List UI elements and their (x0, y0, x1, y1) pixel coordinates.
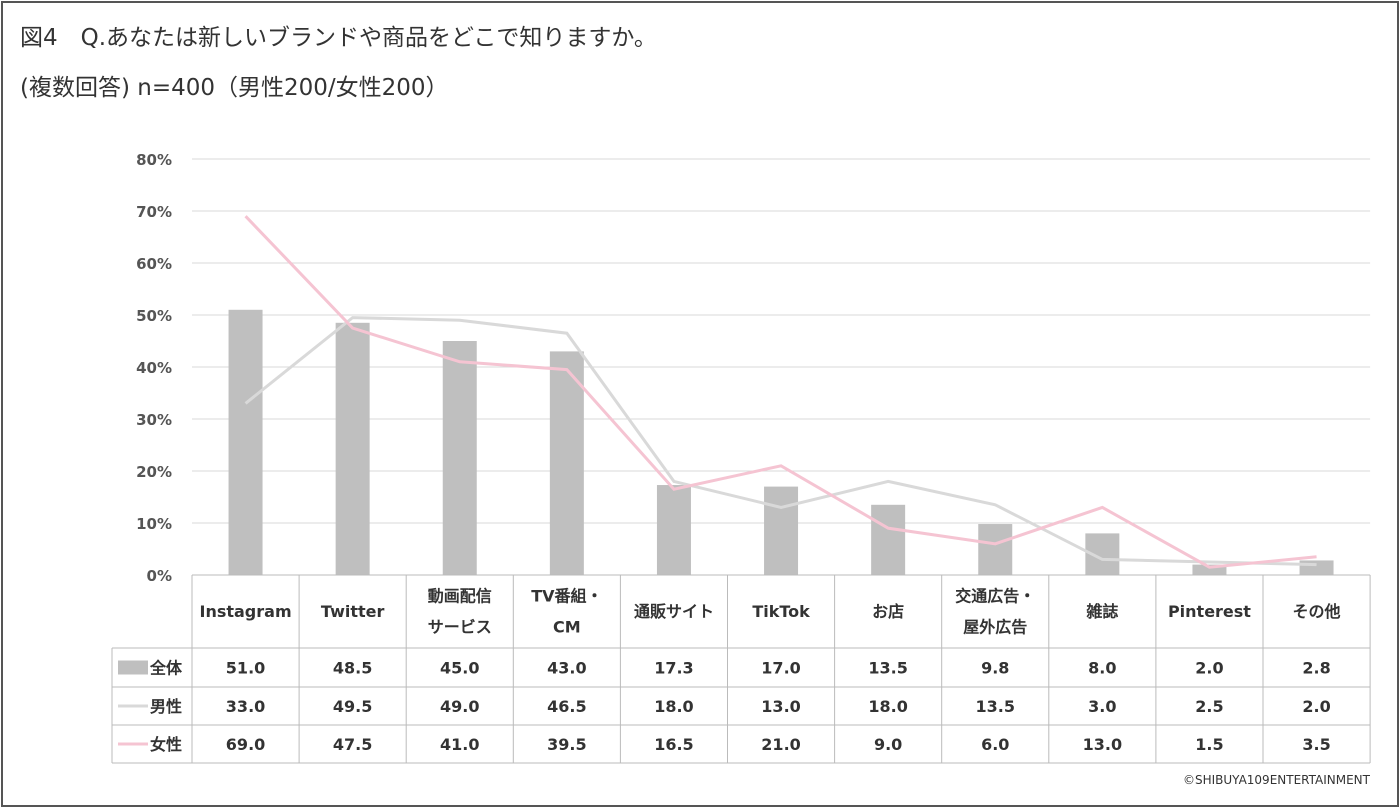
legend-label: 全体 (149, 659, 183, 678)
legend-key-bar (118, 660, 148, 675)
table-cell: 2.8 (1302, 659, 1330, 678)
table-cell: 13.5 (868, 659, 907, 678)
y-tick-label: 10% (136, 515, 172, 533)
y-tick-label: 0% (147, 567, 172, 585)
category-label: 交通広告・ (955, 587, 1035, 606)
bar (978, 524, 1013, 575)
bar (656, 485, 691, 575)
y-tick-label: 80% (136, 151, 172, 169)
category-label: 屋外広告 (963, 618, 1027, 637)
table-cell: 2.5 (1195, 697, 1223, 716)
y-tick-label: 20% (136, 463, 172, 481)
y-tick-label: 70% (136, 203, 172, 221)
table-cell: 3.0 (1088, 697, 1116, 716)
table-cell: 13.5 (976, 697, 1015, 716)
table-cell: 45.0 (440, 659, 479, 678)
chart-subtitle: (複数回答) n=400（男性200/女性200） (20, 75, 449, 101)
y-tick-label: 50% (136, 307, 172, 325)
y-tick-label: 40% (136, 359, 172, 377)
table-cell: 3.5 (1302, 735, 1330, 754)
bar (1192, 564, 1227, 575)
legend-label: 男性 (150, 697, 182, 716)
table-cell: 43.0 (547, 659, 586, 678)
category-label: お店 (872, 602, 904, 621)
legend-label: 女性 (150, 735, 182, 754)
table-cell: 46.5 (547, 697, 586, 716)
category-label: その他 (1293, 602, 1341, 621)
table-cell: 9.8 (981, 659, 1009, 678)
chart-title: 図4 Q.あなたは新しいブランドや商品をどこで知りますか。 (20, 25, 657, 51)
table-cell: 47.5 (333, 735, 372, 754)
table-cell: 51.0 (226, 659, 265, 678)
bar (1299, 560, 1334, 575)
table-cell: 33.0 (226, 697, 265, 716)
table-cell: 18.0 (654, 697, 693, 716)
table-cell: 2.0 (1302, 697, 1330, 716)
table-cell: 13.0 (1083, 735, 1122, 754)
y-tick-label: 60% (136, 255, 172, 273)
table-cell: 17.0 (761, 659, 800, 678)
y-tick-label: 30% (136, 411, 172, 429)
table-cell: 69.0 (226, 735, 265, 754)
table-cell: 2.0 (1195, 659, 1223, 678)
bar (764, 486, 799, 575)
category-label: TV番組・ (531, 587, 602, 606)
credit: ©SHIBUYA109ENTERTAINMENT (1182, 773, 1370, 787)
table-cell: 6.0 (981, 735, 1009, 754)
table-cell: 9.0 (874, 735, 902, 754)
table-cell: 41.0 (440, 735, 479, 754)
category-label: CM (553, 618, 581, 637)
bar (549, 351, 584, 575)
table-cell: 18.0 (868, 697, 907, 716)
table-cell: 48.5 (333, 659, 372, 678)
table-cell: 21.0 (761, 735, 800, 754)
table-cell: 49.5 (333, 697, 372, 716)
category-label: 通販サイト (634, 602, 714, 621)
table-cell: 1.5 (1195, 735, 1223, 754)
category-label: 雑誌 (1085, 602, 1118, 621)
category-label: TikTok (752, 602, 810, 621)
table-cell: 17.3 (654, 659, 693, 678)
category-label: Pinterest (1168, 602, 1251, 621)
category-label: 動画配信 (428, 587, 492, 606)
category-label: Twitter (321, 602, 385, 621)
category-label: Instagram (199, 602, 291, 621)
bar (871, 504, 906, 575)
table-cell: 13.0 (761, 697, 800, 716)
table-cell: 39.5 (547, 735, 586, 754)
table-cell: 16.5 (654, 735, 693, 754)
bar (228, 309, 263, 575)
table-cell: 49.0 (440, 697, 479, 716)
bar (335, 322, 370, 575)
bar (442, 341, 477, 575)
table-cell: 8.0 (1088, 659, 1116, 678)
category-label: サービス (428, 618, 492, 637)
